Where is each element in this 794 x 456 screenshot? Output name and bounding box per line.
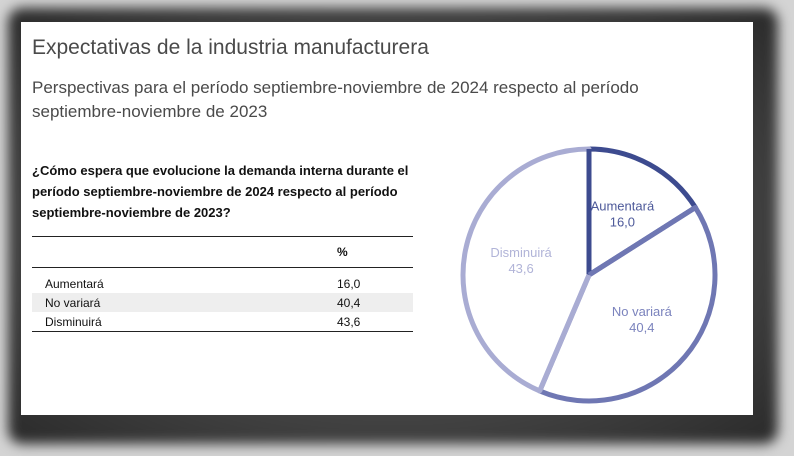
pie-value-label: 43,6: [508, 261, 533, 276]
row-value: 43,6: [337, 312, 413, 332]
table-header-label: [32, 236, 337, 268]
pie-value-label: 40,4: [629, 320, 654, 335]
page-title: Expectativas de la industria manufacture…: [32, 36, 429, 59]
survey-question: ¿Cómo espera que evolucione la demanda i…: [32, 163, 409, 220]
pie-separator: [537, 274, 592, 392]
pie-label: Disminuirá: [490, 245, 552, 260]
pie-separator: [587, 205, 697, 278]
pie-slice-disminuir-: [460, 146, 592, 394]
row-value: 16,0: [337, 276, 361, 291]
table-header-percent: %: [337, 236, 413, 268]
row-label: No variará: [32, 293, 337, 312]
results-table: % Aumentará 16,0 No variará 40,4 Disminu…: [32, 236, 413, 332]
pie-value-label: 16,0: [610, 214, 635, 229]
pie-label: No variará: [612, 304, 673, 319]
page-subtitle: Perspectivas para el período septiembre-…: [32, 78, 639, 121]
table-row: Aumentará 16,0: [32, 274, 413, 293]
chart-card: Expectativas de la industria manufacture…: [21, 22, 753, 415]
pie-slice-no-variar-: [537, 204, 718, 404]
row-value: 40,4: [337, 293, 413, 312]
pie-label: Aumentará: [591, 198, 655, 213]
table-row: No variará 40,4: [32, 293, 413, 312]
row-label: Aumentará: [45, 276, 104, 291]
row-label: Disminuirá: [32, 312, 337, 332]
pie-slice-aumentar-: [586, 146, 698, 278]
table-row: Disminuirá 43,6: [32, 312, 413, 332]
